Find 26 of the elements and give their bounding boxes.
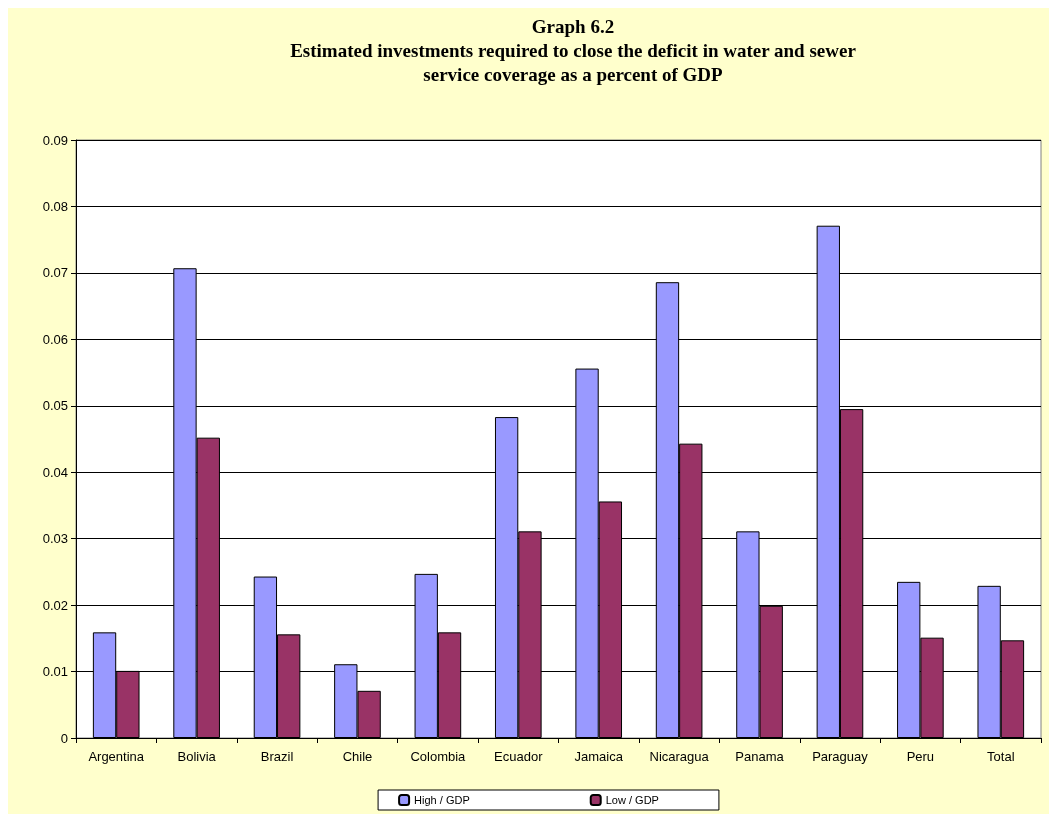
y-tick-label: 0.01 [42, 664, 68, 680]
x-tick-label: Paraguay [812, 749, 869, 764]
legend-label: High / GDP [414, 794, 470, 806]
y-tick-label: 0.03 [42, 531, 68, 547]
x-tick-label: Chile [342, 749, 373, 764]
y-tick-label: 0.05 [42, 398, 68, 414]
x-tick-label: Bolivia [177, 749, 217, 764]
x-tick-label: Colombia [410, 749, 467, 764]
y-tick-label: 0 [60, 730, 68, 746]
x-tick-label: Nicaragua [649, 749, 710, 764]
x-tick-label: Ecuador [494, 749, 544, 764]
x-tick-label: Jamaica [574, 749, 624, 764]
legend-label: Low / GDP [605, 794, 659, 806]
x-tick-label: Peru [906, 749, 935, 764]
x-tick-label: Panama [735, 749, 785, 764]
chart-title: Graph 6.2 [531, 16, 615, 37]
y-tick-label: 0.04 [42, 464, 68, 480]
y-tick-label: 0.06 [42, 331, 68, 347]
x-tick-label: Argentina [88, 749, 145, 764]
chart-subtitle: Estimated investments required to close the deficit in water and sewer service coverage as a percent of GDP [290, 39, 857, 85]
x-tick-label: Brazil [260, 749, 294, 764]
y-tick-label: 0.07 [42, 265, 68, 281]
y-tick-label: 0.09 [42, 132, 68, 148]
y-tick-label: 0.08 [42, 198, 68, 214]
x-tick-label: Total [987, 749, 1015, 764]
y-tick-label: 0.02 [42, 597, 68, 613]
